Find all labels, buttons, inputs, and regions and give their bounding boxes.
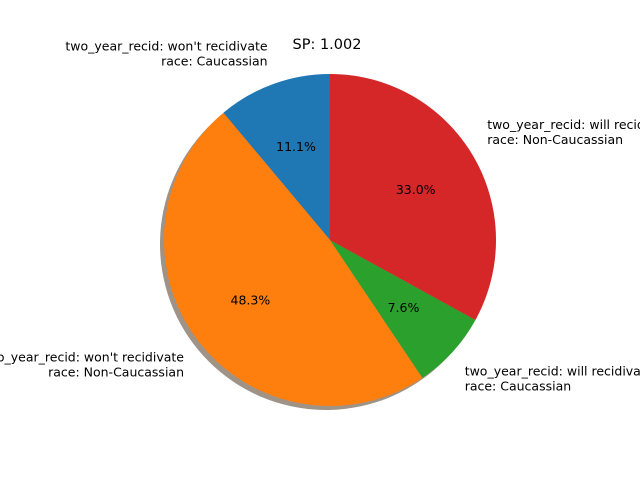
slice-label-line-0-0: two_year_recid: won't recidivate (65, 38, 268, 53)
slice-label-line-1-0: two_year_recid: won't recidivate (0, 350, 184, 365)
slice-label-line-2-0: two_year_recid: will recidivate (465, 363, 640, 378)
percent-label-1: 48.3% (231, 292, 271, 307)
slice-label-line-2-1: race: Caucassian (465, 378, 571, 393)
slice-label-line-3-1: race: Non-Caucassian (487, 132, 623, 147)
percent-label-3: 33.0% (396, 182, 436, 197)
percent-labels: 11.1% 48.3% 7.6% 33.0% (231, 139, 436, 315)
pie-slice-1 (164, 112, 423, 406)
pie-slice-2 (330, 240, 476, 378)
pie-slices (164, 74, 496, 406)
percent-label-2: 7.6% (388, 300, 420, 315)
slice-label-line-1-1: race: Non-Caucassian (48, 365, 184, 380)
chart-title: SP: 1.002 (293, 37, 362, 53)
slice-label-line-3-0: two_year_recid: will recidivate (487, 117, 640, 132)
pie-slice-0 (223, 74, 330, 240)
pie-slice-3 (330, 74, 496, 320)
slice-label-line-0-1: race: Caucassian (161, 53, 267, 68)
percent-label-0: 11.1% (276, 139, 316, 154)
